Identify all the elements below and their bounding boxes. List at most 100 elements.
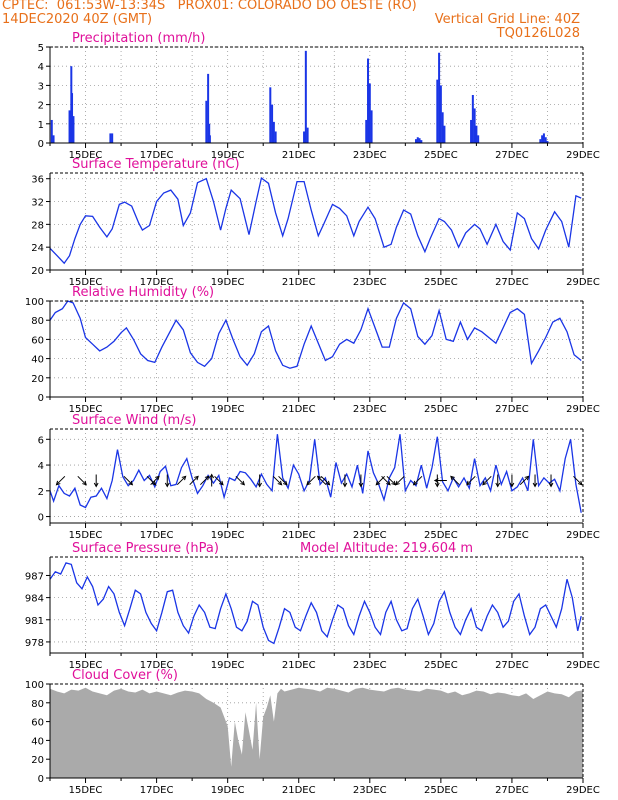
- humidity-ytick-label: 40: [31, 355, 44, 366]
- wind-xtick-label: 27DEC: [495, 530, 529, 541]
- humidity-ytick-label: 80: [31, 316, 44, 327]
- wind-arrow: [320, 475, 330, 486]
- wind-arrow: [150, 475, 160, 486]
- wind-arrow-head: [93, 482, 99, 488]
- wind-arrow-head: [395, 480, 400, 486]
- wind-arrow-head: [151, 480, 157, 486]
- precipitation-bar: [438, 52, 441, 144]
- temperature-ytick-label: 28: [31, 220, 44, 231]
- wind-arrow-head: [386, 480, 391, 486]
- precipitation-xtick-label: 21DEC: [282, 150, 316, 161]
- precipitation-bar: [439, 85, 442, 143]
- cloud-cover-title: Cloud Cover (%): [72, 668, 178, 683]
- wind-arrow: [56, 475, 66, 486]
- precipitation-bar: [52, 135, 55, 143]
- precipitation-bar: [546, 141, 549, 143]
- precipitation-ytick-label: 2: [38, 101, 44, 112]
- wind-arrow-head: [466, 480, 471, 486]
- wind-arrow-head: [155, 475, 160, 481]
- wind-arrow-head: [204, 475, 210, 481]
- pressure-line: [49, 562, 582, 645]
- wind-arrow: [123, 475, 133, 486]
- cloud-cover-ytick-label: 80: [31, 699, 44, 710]
- wind-xtick-label: 15DEC: [69, 530, 103, 541]
- wind-arrow: [214, 475, 224, 486]
- pressure-xtick-label: 27DEC: [495, 660, 529, 671]
- wind-arrow-head: [128, 480, 134, 486]
- precipitation-ytick-label: 4: [38, 62, 44, 73]
- precipitation-bar: [368, 83, 371, 143]
- wind-arrow-head: [306, 480, 311, 486]
- precipitation-bar: [541, 135, 544, 143]
- wind-xtick-label: 21DEC: [282, 530, 316, 541]
- temperature-ytick-label: 20: [31, 266, 44, 277]
- wind-arrow: [278, 475, 288, 486]
- wind-arrow-head: [509, 482, 515, 488]
- precipitation-bar: [304, 50, 307, 144]
- precipitation-bar: [50, 119, 53, 143]
- humidity-xtick-label: 23DEC: [353, 404, 387, 415]
- wind-arrow: [146, 475, 156, 486]
- wind-arrow: [466, 475, 476, 486]
- humidity-xtick-label: 27DEC: [495, 404, 529, 415]
- pressure-xtick-label: 17DEC: [140, 660, 174, 671]
- header-model-code: TQ0126L028: [496, 26, 580, 41]
- pressure-ytick-label: 981: [25, 616, 44, 627]
- header-date: 14DEC2020 40Z (GMT): [2, 12, 153, 27]
- cloud-cover-ytick-label: 20: [31, 755, 44, 766]
- precipitation-ytick-label: 1: [38, 120, 44, 131]
- precipitation-bar: [271, 104, 274, 143]
- cloud-cover-xtick-label: 15DEC: [69, 785, 103, 796]
- precipitation-bar: [416, 137, 419, 143]
- pressure-ytick-label: 987: [25, 571, 44, 582]
- precipitation-bar: [274, 131, 277, 143]
- precipitation-xtick-label: 19DEC: [211, 150, 245, 161]
- precipitation-bar: [418, 138, 421, 143]
- wind-arrow-head: [532, 482, 538, 488]
- precipitation-bar: [111, 133, 114, 143]
- precipitation-ytick-label: 3: [38, 81, 44, 92]
- precipitation-bar: [109, 133, 112, 143]
- pressure-xtick-label: 21DEC: [282, 660, 316, 671]
- precipitation-bar: [542, 133, 545, 143]
- wind-ytick-label: 6: [38, 435, 44, 446]
- wind-arrow: [395, 475, 405, 486]
- humidity-title: Relative Humidity (%): [72, 285, 214, 300]
- precipitation-xtick-label: 23DEC: [353, 150, 387, 161]
- wind-ytick-label: 2: [38, 487, 44, 498]
- wind-title: Surface Wind (m/s): [72, 413, 196, 428]
- precipitation-xtick-label: 29DEC: [566, 150, 600, 161]
- precipitation-bar: [475, 125, 478, 143]
- precipitation-bar: [306, 127, 309, 143]
- wind-arrow-head: [164, 482, 170, 488]
- wind-arrow: [176, 475, 187, 486]
- wind-arrow-head: [358, 482, 364, 488]
- wind-arrow-head: [450, 475, 455, 481]
- wind-arrow-head: [495, 482, 501, 488]
- wind-arrow-head: [194, 475, 199, 481]
- cloud-cover-xtick-label: 29DEC: [566, 785, 600, 796]
- humidity-ytick-label: 100: [25, 297, 44, 308]
- cloud-cover-xtick-label: 27DEC: [495, 785, 529, 796]
- wind-arrow: [381, 475, 391, 486]
- precipitation-bar: [443, 125, 446, 143]
- wind-arrow-head: [316, 475, 322, 481]
- temperature-ytick-label: 36: [31, 175, 44, 186]
- precipitation-bar: [436, 79, 439, 143]
- wind-ytick-label: 4: [38, 461, 44, 472]
- wind-arrow: [189, 475, 199, 486]
- header-grid-line: Vertical Grid Line: 40Z: [434, 12, 580, 27]
- precipitation-bar: [365, 119, 368, 143]
- cloud-cover-xtick-label: 21DEC: [282, 785, 316, 796]
- pressure-xtick-label: 15DEC: [69, 660, 103, 671]
- humidity-ytick-label: 20: [31, 374, 44, 385]
- pressure-xtick-label: 25DEC: [424, 660, 458, 671]
- header-line1: CPTEC: 061:53W-13:34S PROX01: COLORADO D…: [2, 0, 417, 13]
- precipitation-bar: [473, 108, 476, 143]
- temperature-xtick-label: 19DEC: [211, 277, 245, 288]
- precipitation-bar: [544, 137, 547, 143]
- precipitation-bar: [441, 112, 444, 143]
- humidity-xtick-label: 15DEC: [69, 404, 103, 415]
- temperature-ytick-label: 32: [31, 198, 44, 209]
- wind-arrow: [317, 475, 327, 486]
